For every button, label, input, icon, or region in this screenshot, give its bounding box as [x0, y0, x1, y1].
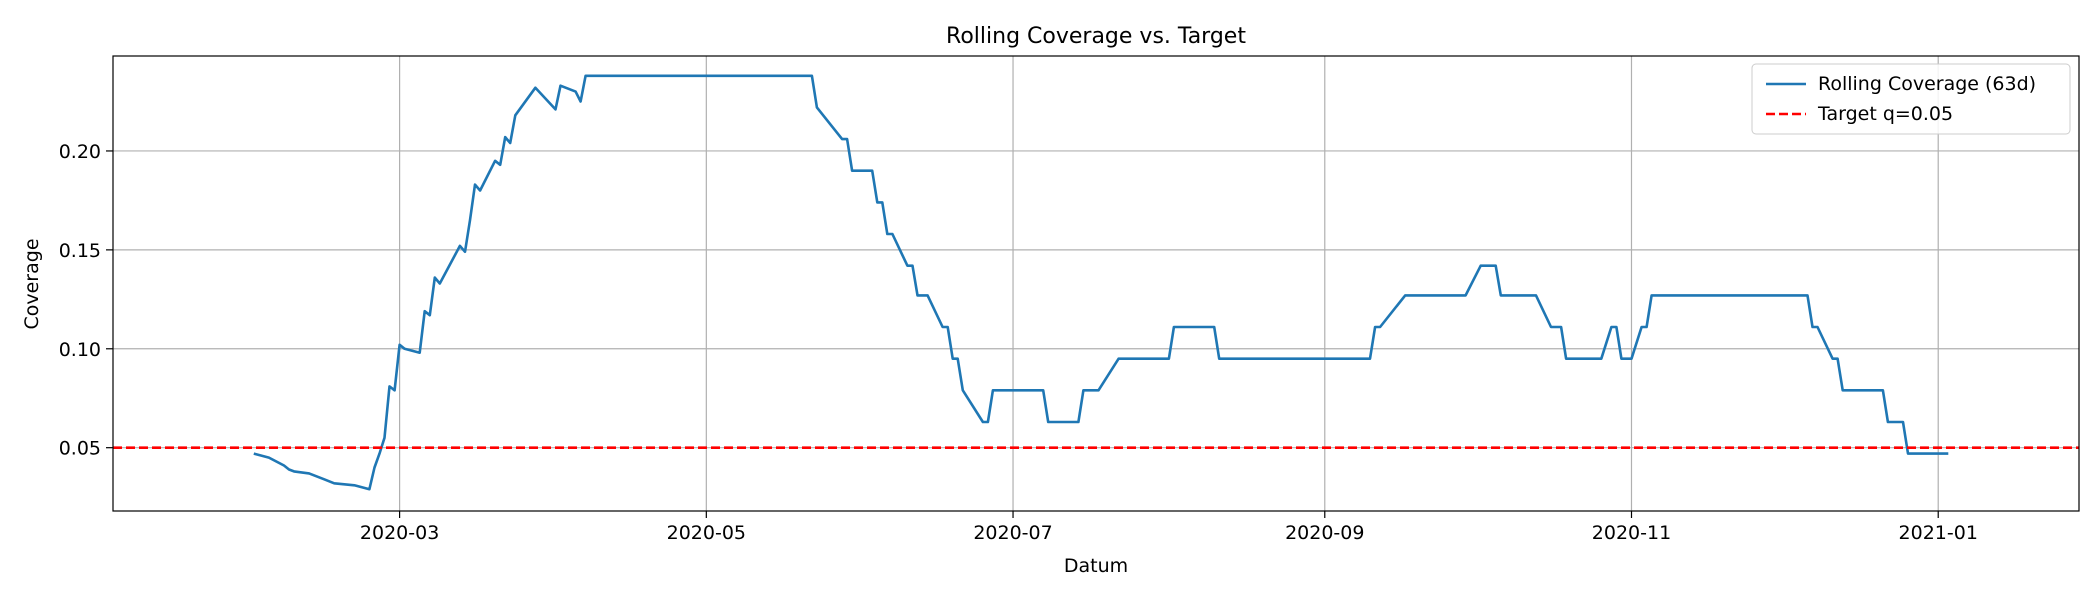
x-axis-ticks: 2020-03 2020-05 2020-07 2020-09 2020-11 2021-… — [360, 511, 1978, 544]
x-tick-label: 2020-09 — [1285, 522, 1364, 544]
chart-title: Rolling Coverage vs. Target — [946, 24, 1246, 49]
x-axis-label: Datum — [1064, 555, 1128, 577]
legend-label-target: Target q=0.05 — [1817, 103, 1953, 125]
x-tick-label: 2020-03 — [360, 522, 439, 544]
y-axis-ticks: 0.05 0.10 0.15 0.20 — [59, 141, 113, 460]
y-tick-label: 0.05 — [59, 438, 101, 460]
y-tick-label: 0.10 — [59, 339, 101, 361]
y-tick-label: 0.20 — [59, 141, 101, 163]
y-axis-label: Coverage — [21, 238, 43, 329]
y-tick-label: 0.15 — [59, 240, 101, 262]
series-layer — [113, 74, 2079, 491]
x-tick-label: 2020-05 — [667, 522, 746, 544]
legend-label-rolling-coverage: Rolling Coverage (63d) — [1818, 73, 2036, 95]
legend-box — [1751, 63, 2071, 135]
x-tick-label: 2021-01 — [1899, 522, 1978, 544]
plot-frame — [112, 55, 2080, 512]
x-tick-label: 2020-07 — [973, 522, 1052, 544]
x-tick-label: 2020-11 — [1592, 522, 1671, 544]
series-line-rolling-coverage — [253, 74, 1949, 491]
legend: Rolling Coverage (63d) Target q=0.05 — [1751, 63, 2071, 135]
